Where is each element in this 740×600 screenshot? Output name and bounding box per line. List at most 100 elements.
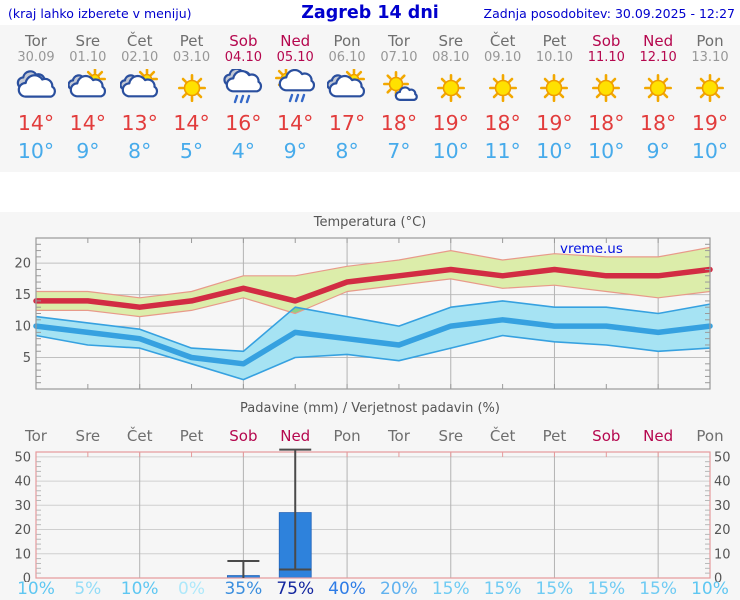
temperature-chart-title: Temperatura (°C) xyxy=(313,215,427,230)
day-name: Sre xyxy=(75,32,101,50)
sunny-icon xyxy=(431,69,471,107)
min-temperature: 4° xyxy=(231,139,256,163)
precip-day-label: Sre xyxy=(438,427,464,445)
precip-day-label: Ned xyxy=(280,427,311,445)
precip-axis-tick-label: 10 xyxy=(714,547,731,562)
day-date: 10.10 xyxy=(535,50,574,65)
precip-probability-value: 15% xyxy=(535,579,574,599)
day-date: 06.10 xyxy=(328,50,366,65)
day-date: 13.10 xyxy=(691,50,729,65)
day-name: Tor xyxy=(387,32,410,50)
precip-day-labels-row: Tor Sre Čet Pet Sob Ned Pon Tor Sre Čet Pet Sob Ned P… xyxy=(0,427,740,447)
precip-probability-value: 15% xyxy=(639,579,678,599)
max-temperature: 18° xyxy=(380,111,418,135)
day-date: 12.10 xyxy=(639,50,677,65)
location-menu-hint: (kraj lahko izberete v meniju) xyxy=(8,6,192,21)
precip-axis-tick-label: 0 xyxy=(23,572,31,583)
rain-icon xyxy=(223,69,263,107)
day-name: Sob xyxy=(229,32,258,50)
max-temperature: 14° xyxy=(277,111,314,135)
precip-day-label: Čet xyxy=(126,427,153,445)
precip-probability-value: 15% xyxy=(587,579,626,599)
precip-axis-tick-label: 10 xyxy=(14,547,31,562)
sunny-icon xyxy=(534,69,574,107)
forecast-day-column: Sre 08.10 19° 10° xyxy=(422,25,480,172)
min-temperature: 10° xyxy=(432,139,469,163)
mostly-sunny-icon xyxy=(379,69,419,107)
day-name: Čet xyxy=(126,32,153,50)
precip-axis-tick-label: 40 xyxy=(714,475,731,490)
day-date: 03.10 xyxy=(172,50,211,65)
sunny-icon xyxy=(638,69,678,107)
day-date: 30.09 xyxy=(17,50,55,65)
precip-axis-tick-label: 0 xyxy=(714,572,722,583)
temp-axis-tick-label: 15 xyxy=(14,288,31,303)
precip-probability-value: 20% xyxy=(380,579,418,599)
max-temperature: 14° xyxy=(69,111,107,135)
precip-day-label: Tor xyxy=(387,427,410,445)
page-title: Zagreb 14 dni xyxy=(301,3,439,23)
vreme-watermark-link[interactable]: vreme.us xyxy=(560,241,623,257)
max-temperature: 14° xyxy=(173,111,210,135)
forecast-day-column: Tor 30.09 14° 10° xyxy=(7,25,65,172)
min-temperature: 7° xyxy=(387,139,411,163)
forecast-day-column: Čet 02.10 13° 8° xyxy=(111,25,169,172)
max-temperature: 19° xyxy=(536,111,573,135)
temp-axis-tick-label: 20 xyxy=(14,257,31,272)
precip-axis-tick-label: 50 xyxy=(14,450,31,465)
min-temperature: 10° xyxy=(588,139,625,163)
precip-probability-value: 40% xyxy=(328,579,366,599)
forecast-day-column: Sob 04.10 16° 4° xyxy=(214,25,272,172)
day-date: 07.10 xyxy=(380,50,418,65)
max-temperature: 14° xyxy=(17,111,55,135)
precip-probability-value: 5% xyxy=(74,579,102,599)
precip-day-label: Pet xyxy=(179,427,204,445)
day-date: 08.10 xyxy=(432,50,470,65)
precip-day-label: Pet xyxy=(542,427,567,445)
forecast-strip: Tor 30.09 14° 10° Sre 01.10 14° 9° Čet 02.… xyxy=(0,25,740,172)
day-name: Tor xyxy=(25,32,47,50)
sunny-icon xyxy=(586,69,626,107)
precip-day-label: Pon xyxy=(696,427,724,445)
precip-day-label: Tor xyxy=(25,427,47,445)
sun-rain-icon xyxy=(275,69,316,107)
day-name: Pon xyxy=(333,32,361,50)
precip-probability-value: 35% xyxy=(224,579,263,599)
forecast-day-column: Pet 10.10 19° 10° xyxy=(525,25,583,172)
day-name: Pet xyxy=(542,32,567,50)
day-date: 04.10 xyxy=(224,50,262,65)
max-temperature: 19° xyxy=(432,111,469,135)
min-temperature: 9° xyxy=(283,139,307,163)
day-date: 09.10 xyxy=(484,50,522,65)
precip-axis-tick-label: 20 xyxy=(714,523,731,538)
temp-axis-tick-label: 10 xyxy=(14,320,31,335)
min-temperature: 8° xyxy=(335,139,359,163)
day-name: Čet xyxy=(489,32,516,50)
max-temperature: 19° xyxy=(691,111,729,135)
forecast-day-column: Ned 12.10 18° 9° xyxy=(629,25,687,172)
precip-day-label: Sob xyxy=(592,427,621,445)
temperature-chart: 5 10 15 20 vreme.us xyxy=(14,237,713,390)
day-name: Pet xyxy=(179,32,204,50)
forecast-day-column: Pon 13.10 19° 10° xyxy=(681,25,739,172)
precip-day-label: Pon xyxy=(333,427,361,445)
min-temperature: 5° xyxy=(179,139,204,163)
precip-axis-tick-label: 30 xyxy=(714,499,731,514)
max-temperature: 17° xyxy=(328,111,366,135)
partly-cloudy-icon xyxy=(119,69,160,107)
min-temperature: 8° xyxy=(128,139,152,163)
precip-day-label: Sre xyxy=(75,427,101,445)
precip-axis-tick-label: 40 xyxy=(14,475,31,490)
min-temperature: 11° xyxy=(484,139,521,163)
precipitation-chart: 0 0 10 10 20 20 30 30 40 40 50 50 xyxy=(14,448,731,583)
forecast-day-column: Sob 11.10 18° 10° xyxy=(577,25,635,172)
forecast-day-column: Čet 09.10 18° 11° xyxy=(474,25,532,172)
forecast-day-column: Sre 01.10 14° 9° xyxy=(59,25,117,172)
min-temperature: 9° xyxy=(76,139,100,163)
sunny-icon xyxy=(172,69,212,107)
day-date: 02.10 xyxy=(121,50,159,65)
precip-probability-value: 75% xyxy=(276,579,315,599)
precip-day-label: Čet xyxy=(489,427,516,445)
min-temperature: 10° xyxy=(17,139,55,163)
